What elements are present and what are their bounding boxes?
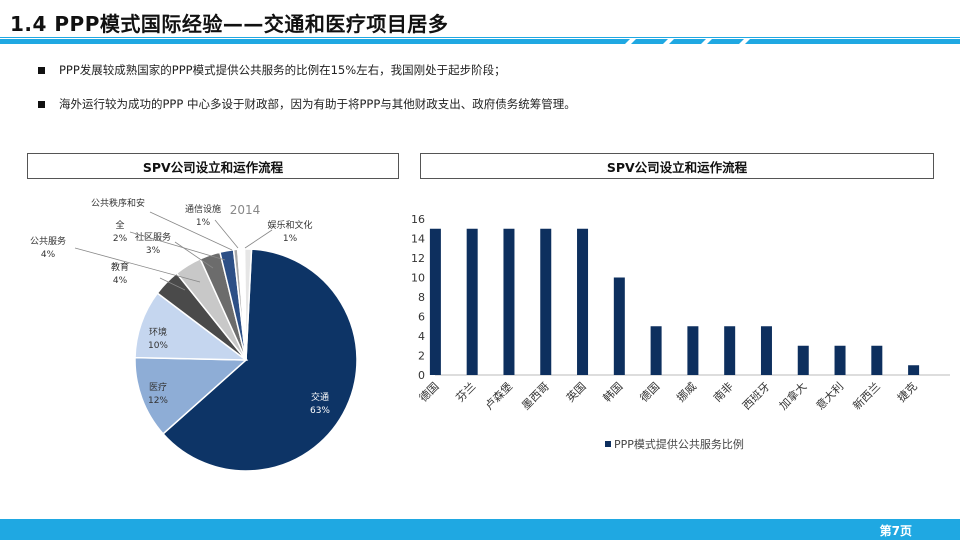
x-tick-label: 挪威: [674, 379, 699, 404]
pie-slice-label: 公共服务: [30, 235, 66, 247]
x-tick-label: 新西兰: [850, 379, 883, 412]
pie-slice-label: 教育: [111, 261, 129, 273]
y-tick-label: 14: [411, 233, 425, 246]
page-title: 1.4 PPP模式国际经验——交通和医疗项目居多: [10, 12, 449, 36]
pie-leader-line: [159, 277, 186, 291]
x-tick-label: 西班牙: [740, 380, 773, 413]
pie-slice-percent: 1%: [196, 218, 211, 228]
bar: [429, 228, 441, 375]
bar: [797, 345, 809, 375]
bar: [650, 326, 662, 375]
x-tick-label: 南非: [711, 380, 736, 405]
pie-slice: [134, 356, 248, 435]
pie-slice-label: 医疗: [149, 381, 167, 393]
pie-slice-label: 通信设施: [185, 203, 221, 215]
pie-slice: [162, 248, 358, 472]
y-tick-label: 8: [418, 291, 425, 304]
bar: [540, 228, 552, 375]
y-tick-label: 16: [411, 213, 425, 226]
x-tick-label: 意大利: [813, 379, 846, 412]
bullet-item: 海外运行较为成功的PPP 中心多设于财政部，因为有助于将PPP与其他财政支出、政…: [38, 96, 576, 112]
pie-leader-line: [149, 211, 233, 251]
x-tick-label: 卢森堡: [482, 379, 515, 412]
x-tick-label: 加拿大: [776, 379, 809, 412]
pie-year-label: 2014: [230, 203, 261, 217]
pie-slice-label: 娱乐和文化: [267, 219, 312, 231]
pie-slice: [243, 248, 253, 361]
pie-slice-percent: 4%: [41, 250, 56, 260]
left-panel-title: SPV公司设立和运作流程: [27, 153, 399, 179]
pie-leader-line: [74, 247, 201, 283]
bar: [577, 228, 589, 375]
pie-slice-label: 公共秩序和安: [91, 197, 145, 209]
y-tick-label: 2: [418, 350, 425, 363]
y-tick-label: 4: [418, 330, 425, 343]
pie-leader-line: [244, 229, 273, 249]
bar: [466, 228, 478, 375]
title-rule: [0, 37, 960, 44]
x-tick-label: 德国: [416, 379, 441, 404]
x-tick-label: 墨西哥: [519, 380, 552, 413]
bar: [503, 228, 515, 375]
x-tick-label: 韩国: [600, 379, 625, 404]
bullet-item: PPP发展较成熟国家的PPP模式提供公共服务的比例在15%左右，我国刚处于起步阶…: [38, 62, 506, 78]
pie-slice-percent: 3%: [146, 246, 161, 256]
footer-bar: 第7页: [0, 519, 960, 540]
right-panel-title: SPV公司设立和运作流程: [420, 153, 934, 179]
y-tick-label: 12: [411, 252, 425, 265]
x-tick-label: 捷克: [894, 379, 919, 404]
pie-leader-line: [174, 241, 214, 269]
y-tick-label: 6: [418, 311, 425, 324]
pie-chart: 交通 63% 医疗 12% 环境 10% 教育 4% 公共服务 4% 社区服务 3% 全 2% 公共秩序和安…: [30, 197, 358, 472]
pie-slice-label: 社区服务: [135, 231, 171, 243]
legend-swatch: [605, 441, 611, 447]
x-tick-label: 德国: [637, 379, 662, 404]
pie-leader-line: [129, 231, 226, 261]
pie-slice-percent: 1%: [283, 234, 298, 244]
pie-leader-line: [214, 219, 239, 249]
pie-slice-percent: 63%: [310, 406, 330, 416]
bullet-square-icon: [38, 66, 45, 74]
bar: [871, 345, 883, 375]
bar: [724, 326, 736, 375]
pie-slice-percent: 4%: [113, 276, 128, 286]
pie-slice-label: 环境: [149, 326, 167, 338]
x-tick-label: 芬兰: [454, 380, 479, 405]
pie-slice-label: 全: [115, 219, 124, 231]
bar: [687, 326, 699, 375]
pie-slice-percent: 12%: [148, 396, 168, 406]
y-tick-label: 0: [418, 369, 425, 382]
bar-chart: 0246810121416德国 芬兰 卢森堡 墨西哥 英国 韩国 德国 挪威 南非 西班牙 加拿大意…: [411, 213, 950, 451]
x-tick-label: 英国: [563, 379, 588, 404]
bullet-square-icon: [38, 100, 45, 108]
pie-slice-percent: 10%: [148, 341, 168, 351]
pie-slice-label: 交通: [311, 391, 329, 403]
pie-slice-percent: 2%: [113, 234, 128, 244]
bar: [908, 365, 920, 375]
bar: [613, 277, 625, 375]
bullet-text: PPP发展较成熟国家的PPP模式提供公共服务的比例在15%左右，我国刚处于起步阶…: [59, 63, 506, 77]
bullet-text: 海外运行较为成功的PPP 中心多设于财政部，因为有助于将PPP与其他财政支出、政…: [59, 97, 576, 111]
bar: [760, 326, 772, 375]
y-tick-label: 10: [411, 272, 425, 285]
bar: [834, 345, 846, 375]
legend-label: PPP模式提供公共服务比例: [614, 437, 744, 451]
page-number: 第7页: [879, 524, 912, 538]
